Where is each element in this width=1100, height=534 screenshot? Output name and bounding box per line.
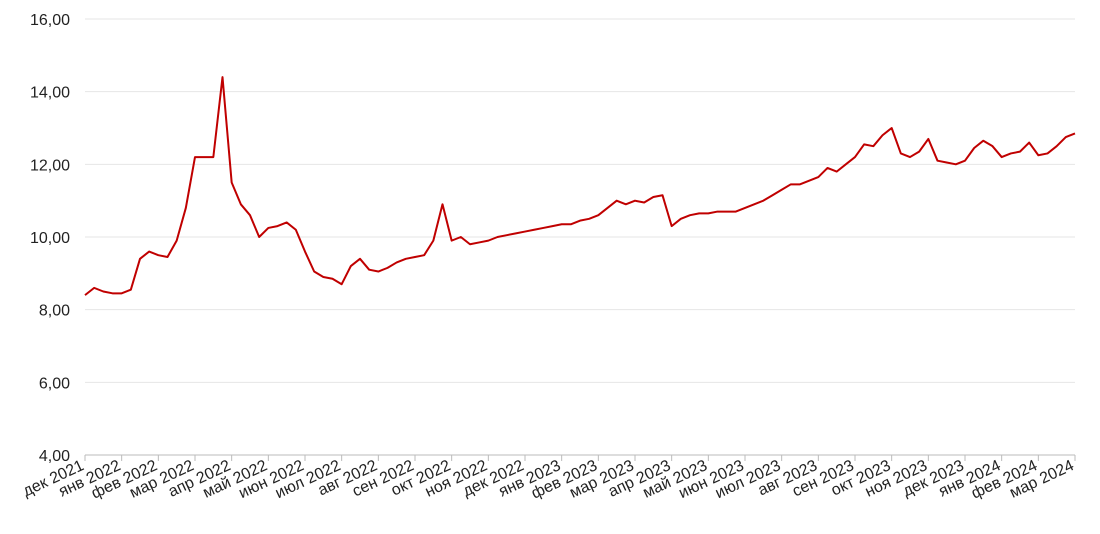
line-series — [84, 76, 1076, 296]
y-tick-label: 8,00 — [39, 303, 70, 320]
y-tick-label: 14,00 — [30, 85, 70, 102]
y-tick-label: 12,00 — [30, 157, 70, 174]
y-tick-label: 10,00 — [30, 230, 70, 247]
y-tick-label: 6,00 — [39, 375, 70, 392]
y-tick-label: 4,00 — [39, 448, 70, 465]
y-tick-label: 16,00 — [30, 12, 70, 29]
